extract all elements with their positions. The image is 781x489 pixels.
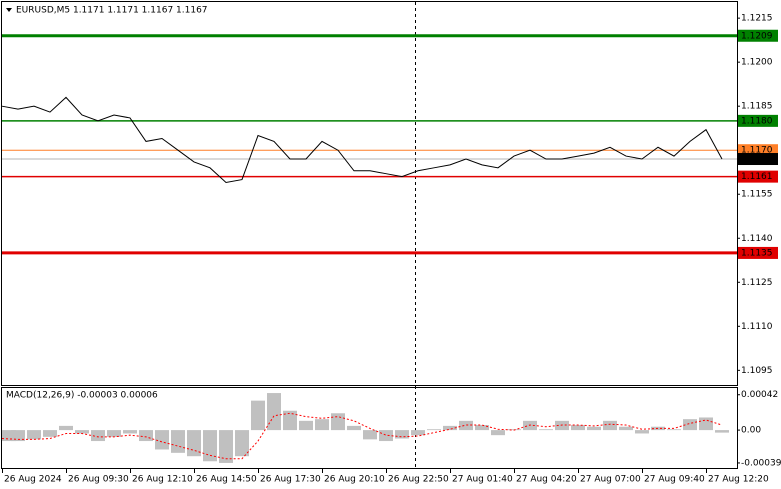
menu-arrow[interactable] [6,8,12,12]
macd-bar [11,430,25,442]
signal-line [1,412,723,460]
x-tick-label: 26 Aug 2024 [4,475,62,485]
macd-bar [603,420,617,431]
macd-bar [91,430,105,442]
macd-bar [187,430,201,457]
macd-bar [715,430,729,433]
macd-bar [699,417,713,431]
macd-bar [235,430,249,457]
macd-bar [587,426,601,431]
macd-bar [203,430,217,462]
macd-bar [683,419,697,431]
macd-bar [619,426,633,431]
macd-bar [267,393,281,431]
level-label-box [738,29,778,42]
level-label: 1.1209 [741,31,773,41]
x-tick-label: 26 Aug 17:30 [260,475,321,485]
x-tick-label: 26 Aug 12:10 [132,475,193,485]
y-tick-label: -0.00039 [741,458,781,468]
level-label-box [738,170,778,183]
macd-frame [1,387,738,469]
macd-bar [43,430,57,437]
y-tick-label: 1.1155 [741,190,773,200]
macd-bar [363,430,377,440]
x-tick-label: 27 Aug 09:40 [644,475,705,485]
y-tick-label: 1.1110 [741,322,773,332]
macd-bar [251,400,265,431]
macd-bar [667,429,681,431]
macd-bar [107,430,121,437]
macd-bar [219,430,233,463]
macd-bar [2,430,16,442]
level-label: 1.1170 [741,146,773,156]
macd-bar [379,430,393,442]
level-label-box [738,246,778,259]
macd-bar [635,430,649,434]
y-tick-label: 1.1140 [741,234,773,244]
y-tick-label: 1.1095 [741,366,773,376]
macd-bar [315,419,329,431]
macd-bar [347,425,361,431]
y-tick-label: 1.1185 [741,102,773,112]
x-tick-label: 27 Aug 07:00 [580,475,641,485]
macd-bar [171,430,185,453]
level-label-box [738,153,778,166]
level-label-box [738,114,778,127]
plot-layer: 1.1215 1.1200 1.1185 1.1155 1.1140 1.1125 1.11… [1,14,781,485]
macd-bar [411,430,425,436]
level-label: 1.1161 [741,172,773,182]
macd-bar [459,420,473,431]
macd-bar [427,429,441,431]
macd-bar [283,410,297,431]
x-tick-label: 26 Aug 14:50 [196,475,257,485]
y-tick-label: 0.00 [741,426,761,436]
macd-bar [651,426,665,431]
macd-bar [539,429,553,431]
price-line [1,96,723,184]
macd-bar [139,430,153,442]
macd-bar [443,425,457,431]
level-label: 1.1135 [741,248,773,258]
level-label: 1.1180 [741,116,773,126]
y-tick-label: 1.1215 [741,14,773,24]
macd-bar [491,430,505,436]
macd-bar [331,413,345,431]
x-tick-label: 27 Aug 01:40 [452,475,513,485]
x-tick-label: 26 Aug 20:10 [324,475,385,485]
price-title: EURUSD,M5 1.1171 1.1171 1.1167 1.1167 [16,6,208,16]
y-tick-label: 0.00042 [741,390,778,400]
x-tick-label: 26 Aug 22:50 [388,475,449,485]
x-tick-label: 27 Aug 04:20 [516,475,577,485]
macd-bar [395,430,409,439]
level-label: 1.1167 [741,155,773,165]
macd-title: MACD(12,26,9) -0.00003 0.00006 [6,391,158,401]
macd-bar [571,425,585,431]
macd-bar [123,430,137,434]
macd-bar [27,430,41,440]
y-tick-label: 1.1200 [741,58,773,68]
macd-bar [155,430,169,450]
y-tick-label: 1.1125 [741,278,773,288]
price-frame [1,1,738,386]
macd-bar [75,430,89,434]
macd-bar [475,425,489,431]
macd-bar [299,420,313,431]
x-tick-label: 27 Aug 12:20 [708,475,769,485]
macd-bar [59,425,73,431]
x-tick-label: 26 Aug 09:30 [68,475,129,485]
